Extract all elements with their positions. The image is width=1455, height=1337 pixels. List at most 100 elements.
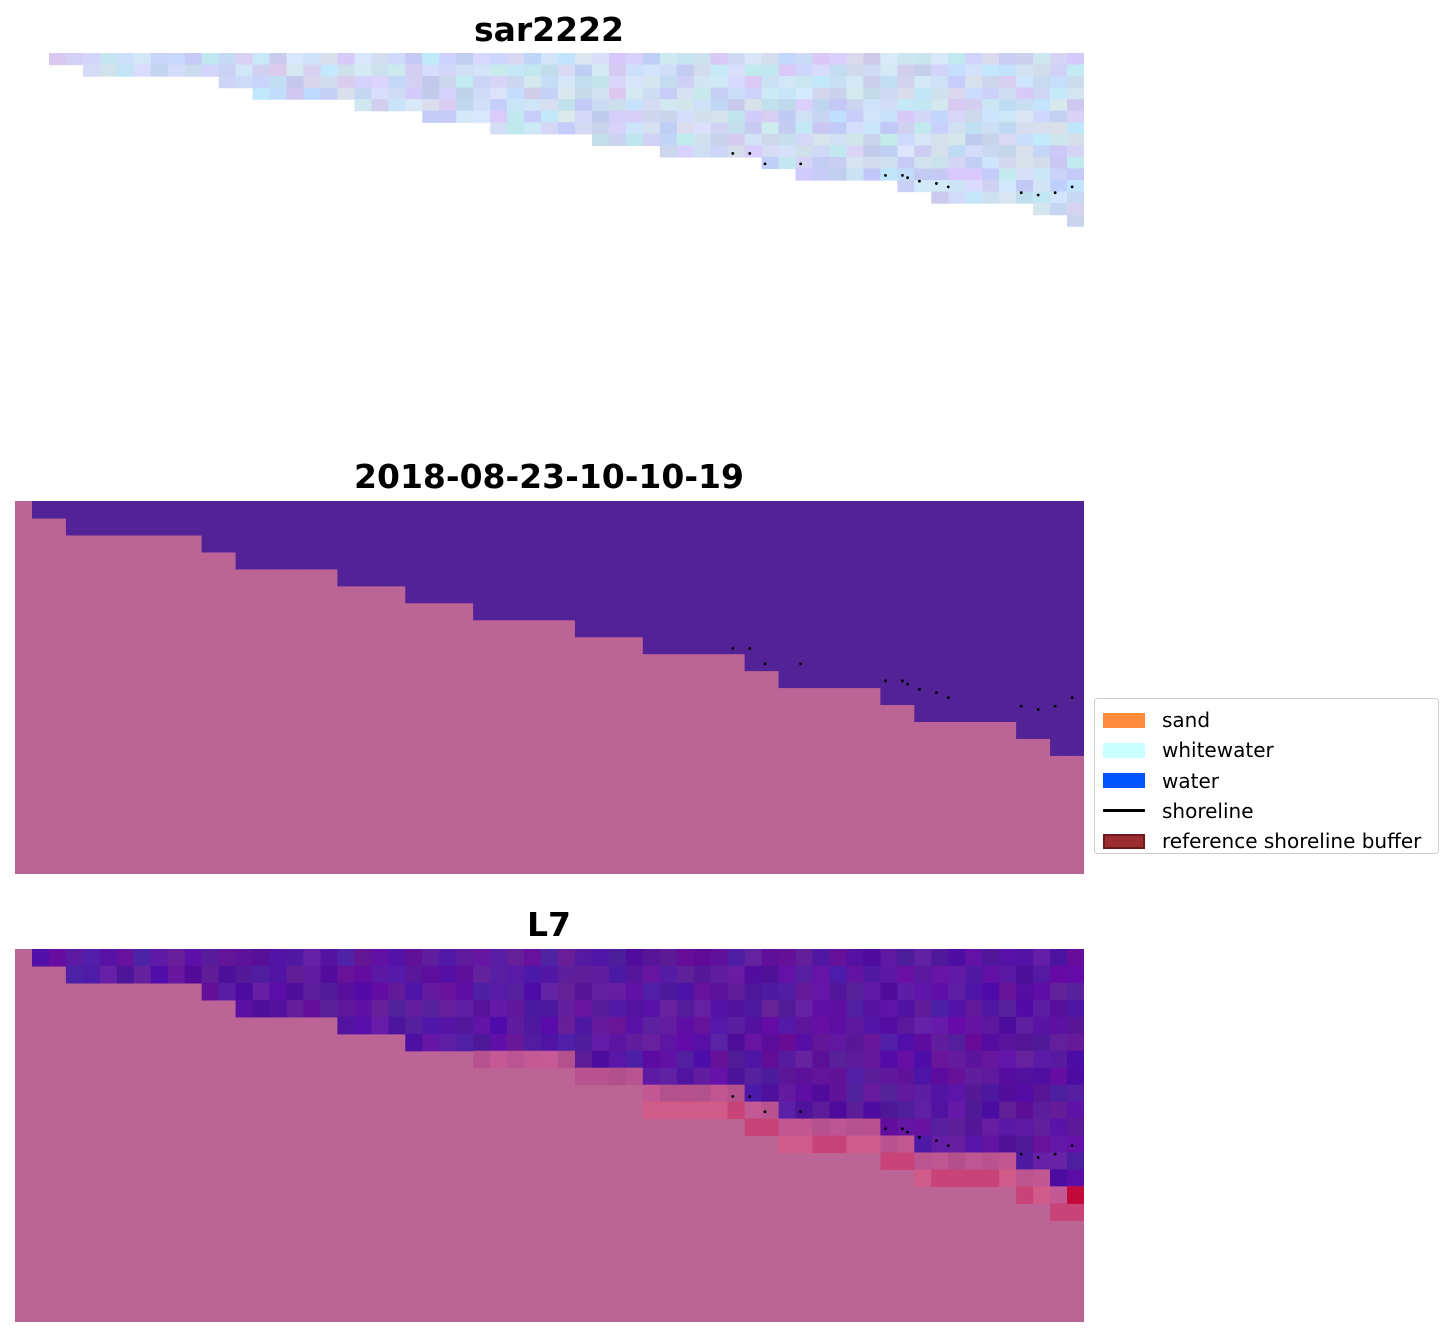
shoreline-point [763, 662, 767, 666]
pixel-cell [405, 965, 423, 984]
pixel-cell [914, 180, 932, 193]
pixel-cell [744, 982, 763, 1001]
shoreline-line-swatch [1103, 803, 1145, 818]
pixel-cell [829, 517, 848, 536]
pixel-cell [693, 949, 712, 967]
pixel-cell [642, 517, 661, 536]
pixel-cell [846, 602, 865, 621]
pixel-cell [761, 653, 780, 672]
pixel-cell [727, 1084, 746, 1103]
pixel-cell [965, 133, 983, 146]
pixel-cell [608, 76, 627, 89]
pixel-cell [235, 517, 254, 536]
pixel-cell [252, 999, 271, 1018]
pixel-cell [541, 122, 559, 135]
pixel-cell [557, 534, 576, 553]
pixel-cell [863, 99, 881, 112]
pixel-cell [507, 501, 525, 519]
pixel-cell [371, 551, 389, 570]
pixel-cell [507, 965, 525, 984]
pixel-cell [405, 568, 423, 587]
pixel-cell [965, 110, 983, 123]
pixel-cell [795, 568, 814, 587]
pixel-cell [524, 568, 542, 587]
pixel-cell [761, 64, 780, 77]
pixel-cell [574, 982, 593, 1001]
panel-title-l7: L7 [527, 905, 571, 944]
pixel-cell [473, 64, 491, 77]
pixel-cell [507, 949, 525, 967]
pixel-cell [286, 87, 305, 100]
pixel-cell [659, 1101, 678, 1120]
pixel-cell [761, 1118, 780, 1137]
pixel-cell [65, 53, 84, 66]
pixel-cell [999, 551, 1017, 570]
pixel-cell [795, 87, 814, 100]
pixel-cell [1050, 180, 1068, 193]
pixel-cell [439, 501, 457, 519]
pixel-cell [778, 1016, 797, 1035]
pixel-cell [965, 145, 983, 158]
pixel-cell [863, 653, 881, 672]
pixel-cell [1033, 636, 1051, 655]
pixel-cell [591, 517, 610, 536]
pixel-cell [999, 636, 1017, 655]
pixel-cell [388, 1016, 406, 1035]
pixel-cell [422, 982, 440, 1001]
pixel-cell [439, 965, 457, 984]
pixel-cell [999, 87, 1017, 100]
pixel-cell [965, 551, 983, 570]
pixel-cell [931, 653, 949, 672]
pixel-cell [388, 76, 406, 89]
pixel-cell [863, 168, 881, 181]
pixel-cell [727, 76, 746, 89]
pixel-cell [999, 1169, 1017, 1187]
pixel-cell [303, 517, 322, 536]
pixel-cell [1067, 670, 1084, 689]
pixel-cell [1033, 1101, 1051, 1120]
pixel-cell [982, 982, 1000, 1001]
pixel-cell [812, 670, 831, 689]
pixel-cell [1016, 636, 1034, 655]
pixel-cell [880, 76, 898, 89]
shoreline-point [748, 152, 752, 155]
pixel-cell [897, 1050, 915, 1069]
pixel-cell [456, 517, 474, 536]
pixel-cell [1033, 133, 1051, 146]
pixel-cell [1016, 501, 1034, 519]
pixel-cell [948, 133, 966, 146]
shoreline-point [901, 173, 904, 177]
pixel-cell [999, 99, 1017, 112]
pixel-cell [812, 534, 831, 553]
pixel-cell [337, 53, 356, 66]
pixel-cell [812, 501, 831, 519]
pixel-cell [303, 53, 322, 66]
pixel-cell [201, 53, 220, 66]
pixel-cell [965, 999, 983, 1018]
pixel-cell [574, 64, 593, 77]
pixel-cell [999, 1101, 1017, 1120]
pixel-cell [863, 982, 881, 1001]
pixel-cell [948, 110, 966, 123]
pixel-cell [948, 982, 966, 1001]
pixel-cell [541, 551, 559, 570]
pixel-cell [150, 965, 169, 984]
pixel-cell [982, 636, 1000, 655]
pixel-cell [1050, 133, 1068, 146]
pixel-cell [999, 501, 1017, 519]
pixel-cell [439, 568, 457, 587]
pixel-cell [863, 568, 881, 587]
pixel-cell [1016, 145, 1034, 158]
pixel-cell [659, 1016, 678, 1035]
pixel-cell [778, 1050, 797, 1069]
pixel-cell [1050, 1101, 1068, 1120]
pixel-cell [286, 76, 305, 89]
pixel-cell [846, 1050, 865, 1069]
pixel-cell [490, 1016, 508, 1035]
pixel-cell [201, 949, 220, 967]
pixel-cell [591, 133, 610, 146]
pixel-cell [1067, 653, 1084, 672]
pixel-cell [337, 64, 356, 77]
pixel-cell [422, 1033, 440, 1052]
pixel-cell [1050, 534, 1068, 553]
